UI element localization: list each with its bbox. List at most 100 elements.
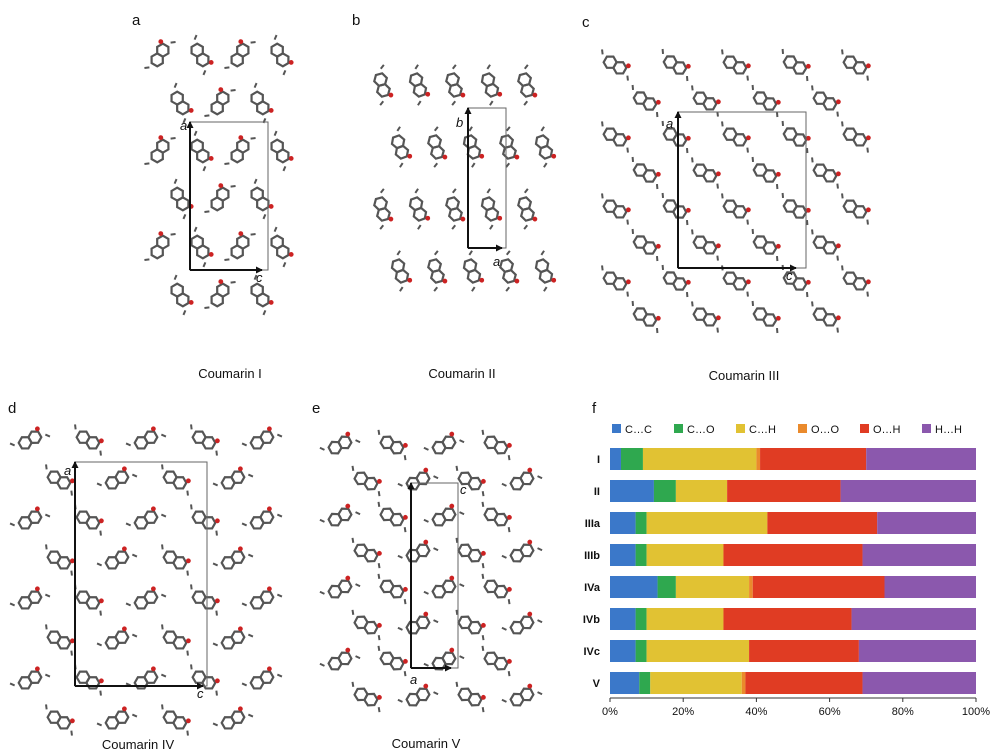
axis-label-e-h: a [410, 672, 417, 687]
x-tick-label: 40% [745, 706, 767, 718]
bar-segment [610, 544, 636, 566]
coumarin-molecule [601, 265, 631, 297]
coumarin-molecule [445, 188, 466, 230]
bar-segment [635, 512, 647, 534]
coumarin-molecule [462, 250, 485, 292]
panel-letter-c: c [582, 14, 590, 31]
coumarin-molecule [377, 645, 408, 677]
coumarin-molecule [190, 130, 214, 172]
legend-label: C…C [625, 424, 652, 436]
coumarin-molecule [499, 250, 520, 292]
bar-segment [635, 544, 647, 566]
panel-letter-a: a [132, 12, 141, 29]
legend-swatch [736, 424, 745, 433]
coumarin-molecule [74, 424, 104, 456]
caption-coumarin-iii: Coumarin III [708, 368, 780, 383]
coumarin-molecule [423, 503, 465, 527]
caption-coumarin-i: Coumarin I [198, 366, 262, 381]
unit-cell-layer [71, 107, 807, 690]
coumarin-molecule [455, 465, 486, 497]
coumarin-molecule [423, 647, 465, 671]
bar-segment [657, 576, 676, 598]
category-label: I [597, 454, 600, 466]
coumarin-molecule [390, 250, 413, 292]
coumarin-molecule [212, 706, 254, 730]
coumarin-molecule [377, 501, 408, 533]
legend-label: C…H [749, 424, 776, 436]
coumarin-molecule [481, 645, 512, 677]
coumarin-molecule [204, 183, 236, 213]
coumarin-molecule [423, 431, 465, 455]
bar-segment [610, 576, 658, 598]
coumarin-molecule [9, 506, 51, 530]
x-tick-label: 20% [672, 706, 694, 718]
coumarin-molecule [377, 429, 408, 461]
legend-label: C…O [687, 424, 715, 436]
coumarin-molecule [397, 539, 439, 563]
coumarin-molecule [661, 120, 691, 154]
bar-segment [610, 640, 636, 662]
bar-segment [749, 576, 753, 598]
bar-segment [646, 544, 724, 566]
caption-coumarin-iv: Coumarin IV [101, 737, 175, 752]
coumarin-molecule [811, 301, 841, 333]
coumarin-molecule [241, 586, 283, 610]
coumarin-molecule [601, 49, 631, 81]
coumarin-molecule [144, 231, 176, 261]
coumarin-molecule [170, 178, 194, 220]
bar-segment [862, 672, 976, 694]
coumarin-molecule [96, 626, 138, 650]
coumarin-molecule [270, 130, 294, 172]
coumarin-molecule [691, 157, 721, 189]
axis-label-e-v: c [460, 482, 467, 497]
coumarin-molecule [455, 609, 486, 641]
coumarin-molecule [270, 226, 294, 268]
axis-label-b-v: b [456, 115, 463, 130]
coumarin-molecule [45, 624, 75, 656]
coumarin-molecule [319, 647, 361, 671]
coumarin-molecule [144, 39, 176, 69]
coumarin-molecule [501, 683, 543, 707]
coumarin-molecule [841, 265, 871, 297]
bar-segment [884, 576, 976, 598]
coumarin-molecule [125, 586, 167, 610]
coumarin-molecule [721, 121, 751, 153]
bar-segment [760, 448, 867, 470]
coumarin-molecule [631, 228, 661, 262]
panel-letter-d: d [8, 400, 17, 417]
coumarin-molecule [96, 706, 138, 730]
coumarin-molecule [499, 126, 520, 168]
coumarin-molecule [661, 264, 691, 298]
coumarin-molecule [373, 188, 394, 230]
x-tick-label: 60% [819, 706, 841, 718]
bar-segment [642, 448, 757, 470]
bar-segment [749, 640, 859, 662]
coumarin-molecule [204, 279, 236, 309]
coumarin-molecule [125, 506, 167, 530]
coumarin-molecule [691, 301, 721, 333]
bar-segment [610, 480, 654, 502]
coumarin-molecule [190, 584, 220, 616]
coumarin-molecule [9, 666, 51, 690]
panel-letter-b: b [352, 12, 361, 29]
bar-segment [650, 672, 742, 694]
coumarin-molecule [423, 575, 465, 599]
coumarin-molecule [161, 624, 191, 656]
coumarin-molecule [481, 573, 512, 605]
contact-percentage-chart: C…C C…O C…H O…O O…H H…HIIIIIIaIIIbIVaIVbIVcV0… [583, 424, 990, 718]
coumarin-molecule [241, 666, 283, 690]
coumarin-molecule [125, 426, 167, 450]
bar-segment [840, 480, 976, 502]
coumarin-molecule [319, 503, 361, 527]
legend-label: O…H [873, 424, 901, 436]
coumarin-molecule [96, 466, 138, 490]
category-label: IVa [584, 582, 601, 594]
axis-label-d-h: c [197, 686, 204, 701]
coumarin-molecule [45, 464, 75, 496]
coumarin-molecule [481, 429, 512, 461]
bar-segment [610, 608, 636, 630]
legend-label: H…H [935, 424, 962, 436]
legend-swatch [860, 424, 869, 433]
coumarin-molecule [144, 135, 176, 165]
coumarin-molecule [170, 274, 194, 316]
